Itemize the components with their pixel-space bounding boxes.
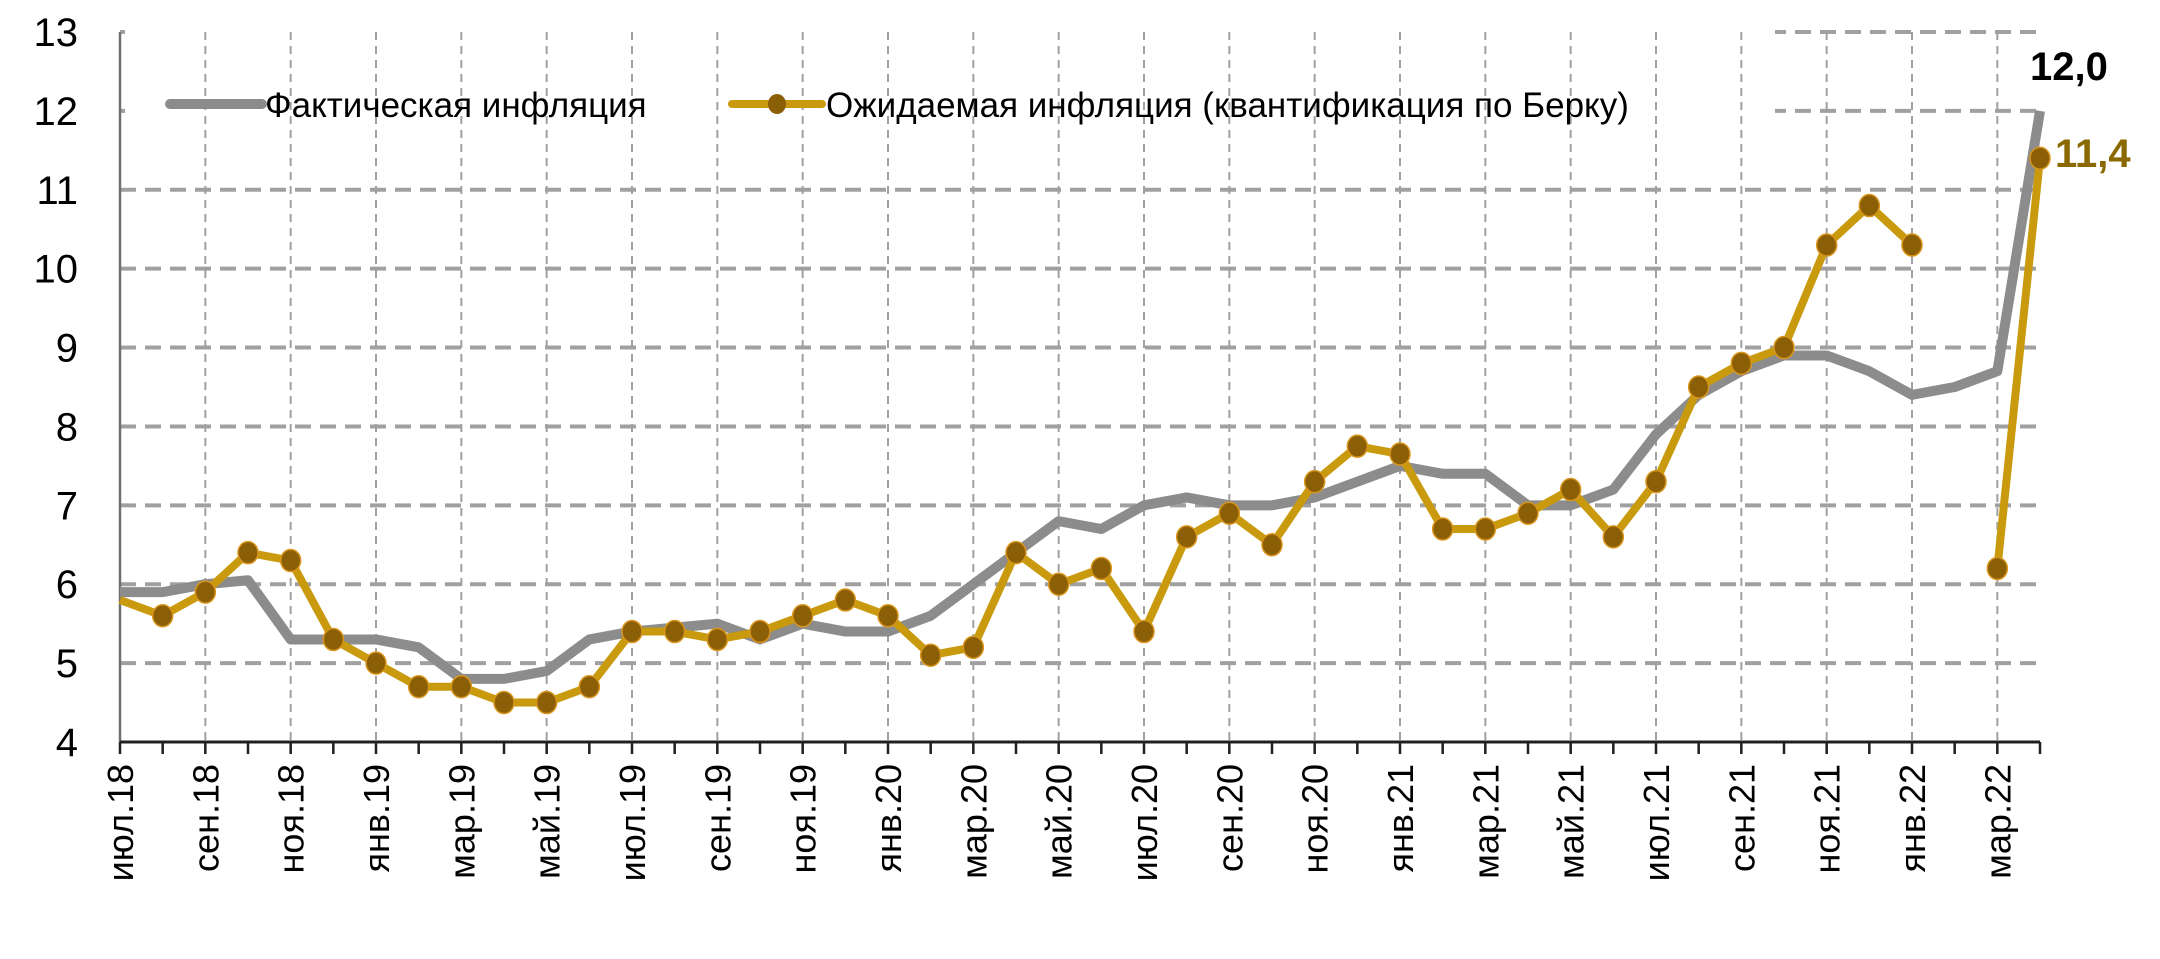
x-tick-label: сен.20 <box>1209 764 1250 872</box>
x-tick-label: янв.20 <box>868 764 909 873</box>
expected-inflation-marker <box>1986 556 2009 581</box>
expected-inflation-marker <box>1047 572 1070 596</box>
x-tick-label: ноя.19 <box>783 764 824 873</box>
y-tick-label: 8 <box>56 405 78 449</box>
y-tick-label: 4 <box>56 721 78 765</box>
x-tick-label: ноя.20 <box>1295 764 1336 873</box>
y-tick-label: 10 <box>34 248 79 292</box>
expected-inflation-marker <box>1346 434 1369 458</box>
x-tick-label: ноя.18 <box>271 764 312 873</box>
expected-inflation-marker <box>1431 517 1454 541</box>
expected-inflation-marker <box>791 604 814 628</box>
x-tick-label: сен.21 <box>1721 764 1762 872</box>
expected-inflation-marker <box>1901 233 1923 257</box>
x-tick-label: май.19 <box>527 764 568 879</box>
expected-inflation-marker <box>621 619 643 644</box>
expected-inflation-marker <box>962 635 985 660</box>
x-tick-label: июл.18 <box>100 764 141 881</box>
x-tick-label: май.20 <box>1039 764 1080 879</box>
last-actual-value-label: 12,0 <box>2030 45 2108 89</box>
expected-inflation-marker <box>493 690 515 715</box>
x-tick-label: мар.22 <box>1977 764 2018 879</box>
expected-inflation-marker <box>1389 442 1411 466</box>
x-tick-label: янв.19 <box>356 764 397 873</box>
expected-inflation-marker <box>2029 146 2051 170</box>
expected-inflation-marker <box>151 604 174 628</box>
expected-inflation-marker <box>749 619 771 644</box>
last-expected-value-label: 11,4 <box>2055 132 2131 176</box>
x-tick-label: июл.20 <box>1124 764 1165 881</box>
x-tick-label: мар.20 <box>953 764 994 879</box>
x-tick-label: мар.21 <box>1465 764 1506 879</box>
expected-inflation-marker <box>834 588 857 612</box>
expected-inflation-marker <box>407 675 430 699</box>
x-axis: июл.18 сен.18 ноя.18 янв.19 мар.19 май.19 июл.… <box>100 740 2042 881</box>
y-tick-label: 6 <box>56 563 78 607</box>
expected-inflation-marker <box>365 651 387 675</box>
y-tick-label: 13 <box>34 11 79 55</box>
x-tick-label: янв.21 <box>1380 764 1421 873</box>
expected-inflation-marker <box>578 675 601 699</box>
expected-inflation-line <box>1993 157 2044 569</box>
expected-inflation-marker <box>1517 501 1539 525</box>
expected-inflation-marker <box>1175 525 1198 549</box>
x-tick-label: июл.19 <box>612 764 653 881</box>
expected-inflation-marker <box>535 690 558 715</box>
expected-inflation-marker <box>663 619 686 644</box>
expected-inflation-marker <box>1858 193 1881 218</box>
x-tick-label: мар.19 <box>441 764 482 879</box>
expected-inflation-marker <box>1602 525 1625 549</box>
expected-inflation-marker <box>1218 501 1241 525</box>
expected-inflation-marker <box>1303 469 1326 494</box>
y-tick-label: 9 <box>56 327 78 371</box>
expected-inflation-marker <box>279 548 302 573</box>
expected-inflation-marker <box>706 627 729 652</box>
expected-inflation-marker <box>1005 540 1027 565</box>
x-tick-label: янв.22 <box>1892 764 1933 873</box>
expected-inflation-marker <box>1090 556 1113 581</box>
actual-inflation-line <box>120 110 2045 684</box>
expected-inflation-marker <box>877 604 899 628</box>
legend: Фактическая инфляция Ожидаемая инфляция … <box>165 86 1629 125</box>
x-tick-label: сен.19 <box>697 764 738 872</box>
series-actual-inflation <box>120 110 2045 684</box>
expected-inflation-marker <box>1773 335 1795 360</box>
expected-inflation-marker <box>1559 477 1582 502</box>
y-tick-label: 11 <box>36 169 78 213</box>
grid-lines <box>120 20 2045 742</box>
expected-inflation-marker <box>450 675 473 699</box>
series-expected-inflation <box>118 146 2051 715</box>
expected-inflation-marker <box>1730 351 1753 376</box>
expected-inflation-marker <box>1815 233 1838 257</box>
expected-inflation-marker <box>237 540 259 565</box>
legend-expected-marker-icon <box>768 94 786 114</box>
expected-inflation-marker <box>1474 517 1497 541</box>
expected-inflation-marker <box>1133 619 1155 644</box>
legend-actual-label: Фактическая инфляция <box>265 86 647 125</box>
y-tick-label: 5 <box>56 642 78 686</box>
x-tick-label: сен.18 <box>185 764 226 872</box>
y-axis: 4 5 6 7 8 9 10 11 12 13 <box>34 11 122 765</box>
expected-inflation-marker <box>1687 375 1710 399</box>
y-tick-label: 7 <box>56 484 78 528</box>
expected-inflation-marker <box>919 643 942 667</box>
x-tick-label: ноя.21 <box>1807 764 1848 873</box>
legend-expected-label: Ожидаемая инфляция (квантификация по Бер… <box>826 86 1629 125</box>
expected-inflation-marker <box>1261 533 1283 557</box>
legend-background <box>125 20 1775 150</box>
y-tick-label: 12 <box>34 90 79 134</box>
x-tick-label: май.21 <box>1551 764 1592 879</box>
expected-inflation-marker <box>322 627 345 652</box>
x-tick-label: июл.21 <box>1636 764 1677 881</box>
expected-inflation-marker <box>194 580 217 604</box>
expected-inflation-marker <box>1645 469 1667 494</box>
